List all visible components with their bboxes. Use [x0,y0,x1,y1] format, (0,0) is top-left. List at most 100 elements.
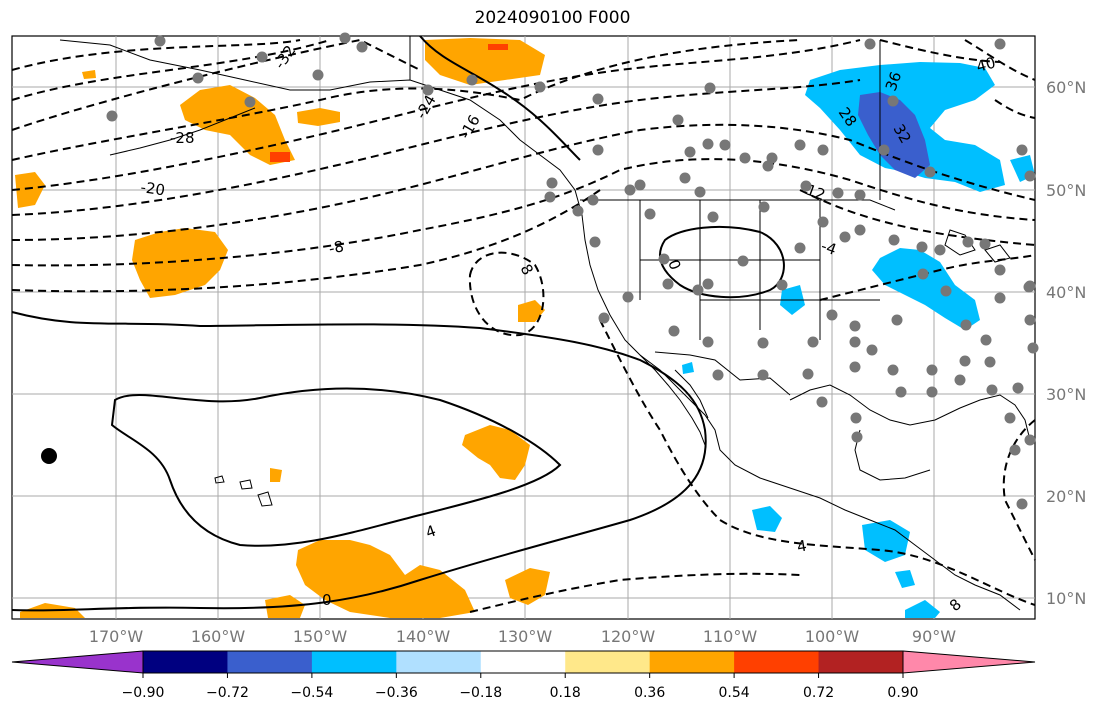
station-dot [589,236,601,248]
station-dot [634,179,646,191]
station-dot [816,396,828,408]
station-dot [878,144,890,156]
station-dot [592,93,604,105]
station-dot [849,336,861,348]
station-dot [794,242,806,254]
station-dot [757,369,769,381]
station-dot [154,35,166,47]
station-dot [924,166,936,178]
station-dot [794,139,806,151]
station-dot [916,241,928,253]
lon-label: 170°W [89,627,144,646]
station-dot [572,205,584,217]
colorbar-tick-label: −0.36 [375,685,418,701]
colorbar-swatch [818,651,904,673]
contour-label: -28 [170,129,195,147]
colorbar-frame [142,650,904,674]
station-dot [849,320,861,332]
station-dot [192,72,204,84]
station-dot [587,194,599,206]
station-dot [598,312,610,324]
station-dot [854,224,866,236]
station-dot [839,231,851,243]
station-dot [622,291,634,303]
station-dot [668,325,680,337]
station-dot [702,336,714,348]
gridlines [12,36,1035,619]
station-dot [994,38,1006,50]
station-dot [832,187,844,199]
colorbar-tick-label: −0.18 [459,685,502,701]
colorbar-swatch [143,651,228,673]
station-dot [866,344,878,356]
station-dot [684,146,696,158]
station-dot [817,144,829,156]
longitude-labels: 170°W 160°W 150°W 140°W 130°W 120°W 110°W 100°W… [89,627,956,646]
station-dot [544,191,556,203]
station-dot [356,41,368,53]
station-dot [994,292,1006,304]
station-dot [312,69,324,81]
colorbar-labels: −0.90 −0.72 −0.54 −0.36 −0.18 0.18 0.36 0.54 0.7… [122,673,919,701]
station-dot [762,160,774,172]
station-dot [854,189,866,201]
station-dot [934,244,946,256]
station-dot [704,82,716,94]
station-dot [1024,314,1036,326]
latitude-labels: 60°N 50°N 40°N 30°N 20°N 10°N [1046,78,1086,608]
colorbar-swatch [649,651,735,673]
station-dot [864,38,876,50]
colorbar-tick-label: 0.90 [887,685,918,701]
station-dot [422,84,434,96]
station-dot [466,74,478,86]
colorbar-tick-label: 0.72 [803,685,834,701]
station-dot [658,253,670,265]
station-dot [672,114,684,126]
contour-label: -8 [327,237,345,258]
lat-label: 10°N [1046,589,1086,608]
lat-label: 50°N [1046,181,1086,200]
station-dot [694,186,706,198]
colorbar-tick-label: 0.36 [634,685,665,701]
station-dot [1016,498,1028,510]
station-dot [954,374,966,386]
station-dot [851,431,863,443]
station-dot [984,356,996,368]
lat-label: 60°N [1046,78,1086,97]
station-dot [739,152,751,164]
station-dot [826,309,838,321]
lon-label: 150°W [293,627,348,646]
contour-label: 4 [796,537,809,556]
station-dot [1024,170,1036,182]
contours [11,35,1036,613]
contour-label: 40 [974,54,997,76]
station-dot [662,278,674,290]
colorbar-tick-label: −0.54 [290,685,333,701]
colorbar-swatch [565,651,651,673]
colorbar [11,650,1036,674]
colorbar-swatch [734,651,820,673]
station-dot [960,319,972,331]
station-dot [679,172,691,184]
marker-dot [41,448,57,464]
station-dot [895,386,907,398]
lon-label: 120°W [601,627,656,646]
station-dot [592,144,604,156]
station-dot [888,234,900,246]
station-dot [986,384,998,396]
station-dot [244,96,256,108]
station-dot [1023,281,1035,293]
station-dot [980,334,992,346]
station-dot [926,386,938,398]
contour-label: 0 [322,591,332,609]
station-dot [802,368,814,380]
station-dot [719,139,731,151]
station-dot [849,361,861,373]
station-dot [917,268,929,280]
colorbar-extension-low [11,650,144,674]
station-dot [887,95,899,107]
colorbar-tick-label: 0.18 [550,685,581,701]
map-title: 2024090100 F000 [474,8,631,28]
colorbar-swatch [396,651,482,673]
